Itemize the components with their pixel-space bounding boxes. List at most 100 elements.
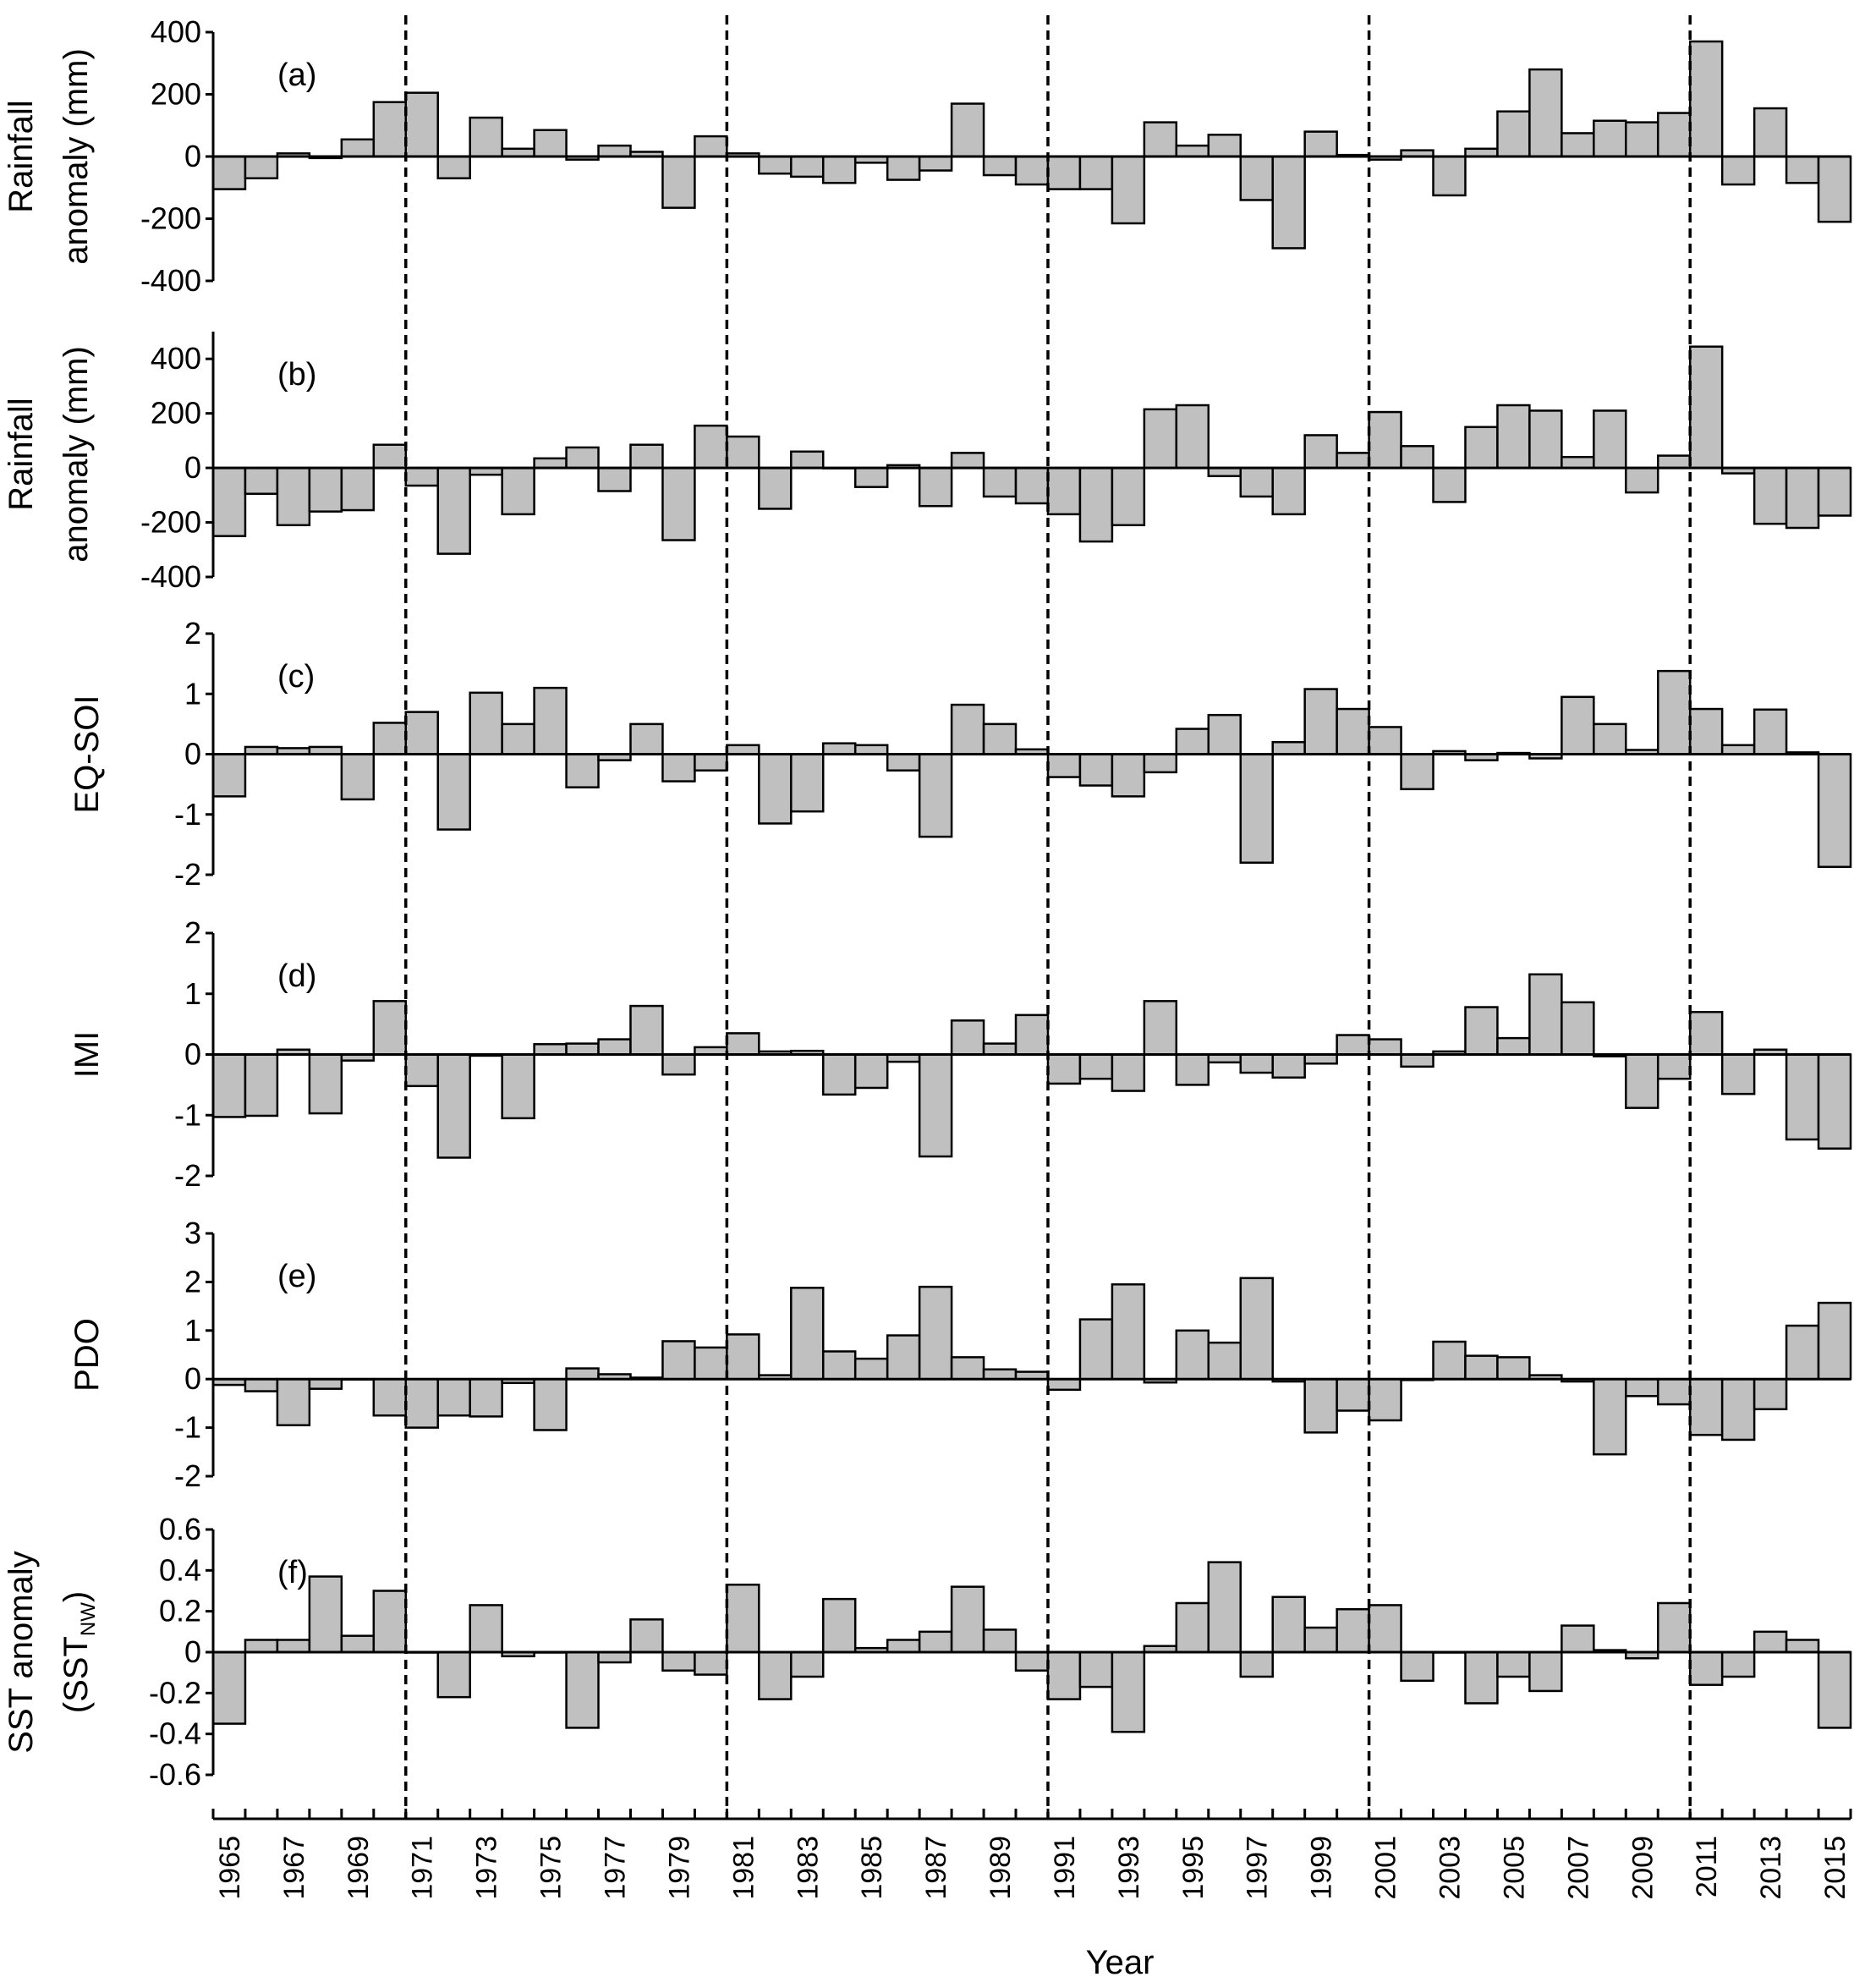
panel-label: (e) — [277, 1259, 316, 1294]
bar-1974 — [501, 722, 535, 755]
panel-label: (b) — [277, 357, 316, 393]
bar-1980 — [694, 424, 728, 470]
x-axis-title: Year — [1086, 1944, 1155, 1981]
bar-1999 — [1303, 130, 1338, 158]
x-tick-label-1971: 1971 — [407, 1836, 439, 1900]
bar-2012 — [1720, 1377, 1756, 1442]
bar-1985 — [853, 1053, 889, 1090]
bar-2011 — [1688, 1377, 1724, 1436]
x-tick-label-1975: 1975 — [535, 1836, 568, 1900]
bar-2014 — [1785, 466, 1820, 530]
bar-1990 — [1014, 466, 1050, 505]
bar-2006 — [1528, 409, 1563, 470]
bar-1991 — [1046, 155, 1082, 190]
bar-1991 — [1046, 1650, 1082, 1700]
bar-2012 — [1720, 1053, 1756, 1096]
bar-2012 — [1720, 744, 1756, 755]
bar-1974 — [501, 1053, 535, 1120]
bar-2008 — [1593, 409, 1627, 470]
bar-1992 — [1078, 466, 1114, 543]
y-tick-label: -2 — [174, 1158, 201, 1193]
y-tick-label: 2 — [184, 915, 201, 950]
bar-1984 — [822, 1053, 857, 1096]
y-tick-label: 1 — [184, 976, 201, 1011]
bar-1999 — [1303, 688, 1338, 755]
y-tick-label: 0 — [184, 1634, 201, 1669]
bar-1978 — [629, 443, 664, 470]
bar-1979 — [661, 1340, 696, 1381]
y-tick-label: 0.2 — [159, 1594, 201, 1628]
bar-1966 — [244, 1053, 279, 1118]
bar-1967 — [276, 1639, 311, 1654]
bar-1968 — [308, 1575, 343, 1654]
y-tick-label: 200 — [151, 77, 201, 112]
bar-1988 — [950, 703, 985, 755]
x-tick-label-2013: 2013 — [1755, 1836, 1787, 1900]
bar-1968 — [308, 1053, 343, 1115]
bar-2000 — [1336, 1377, 1370, 1412]
bar-1972 — [436, 1053, 471, 1159]
bar-1981 — [726, 435, 760, 470]
bar-1995 — [1175, 404, 1210, 470]
x-tick-label-1997: 1997 — [1242, 1836, 1274, 1900]
bar-1975 — [533, 1043, 568, 1056]
bar-1985 — [853, 1357, 889, 1381]
bar-2015 — [1817, 1650, 1852, 1729]
bar-1975 — [533, 686, 568, 755]
bar-1992 — [1078, 753, 1114, 787]
bar-2010 — [1656, 454, 1692, 470]
bar-2008 — [1593, 119, 1627, 158]
y-tick-label: 0 — [184, 737, 201, 772]
bar-1983 — [790, 450, 825, 470]
bar-1999 — [1303, 1377, 1338, 1434]
x-tick-label-2001: 2001 — [1370, 1836, 1402, 1900]
bar-1972 — [436, 1377, 471, 1417]
bar-1965 — [211, 1650, 247, 1725]
bar-1983 — [790, 1287, 825, 1381]
y-tick-label: 0 — [184, 1037, 201, 1072]
bar-1989 — [982, 466, 1018, 498]
bar-1980 — [694, 753, 728, 772]
y-axis-label: Rainfall — [3, 100, 40, 212]
bar-2004 — [1464, 1006, 1499, 1056]
bar-2015 — [1817, 1301, 1852, 1381]
x-tick-label-1979: 1979 — [663, 1836, 695, 1900]
y-axis-label: PDO — [69, 1318, 106, 1392]
bar-2000 — [1336, 1034, 1370, 1056]
bar-2014 — [1785, 1324, 1820, 1381]
bar-1999 — [1303, 1053, 1338, 1065]
bar-2013 — [1753, 1377, 1788, 1411]
y-tick-label: -0.4 — [149, 1716, 201, 1751]
bar-1981 — [726, 1333, 760, 1381]
bar-1976 — [565, 1042, 600, 1056]
y-tick-label: -0.2 — [149, 1675, 201, 1710]
bar-1970 — [372, 722, 408, 755]
bar-1998 — [1271, 466, 1306, 516]
x-tick-label-2009: 2009 — [1626, 1836, 1659, 1900]
bar-1987 — [918, 466, 953, 508]
bar-2014 — [1785, 1639, 1820, 1654]
bar-1976 — [565, 1367, 600, 1381]
bar-1995 — [1175, 1601, 1210, 1654]
y-tick-label: 200 — [151, 396, 201, 431]
bar-1966 — [244, 466, 279, 495]
bar-2013 — [1753, 1630, 1788, 1654]
decade-divider-lines — [404, 15, 1692, 1819]
bar-1984 — [822, 1350, 857, 1381]
bar-2012 — [1720, 1650, 1756, 1678]
bar-2009 — [1625, 1053, 1659, 1109]
bar-1995 — [1175, 1053, 1210, 1086]
y-tick-label: -2 — [174, 857, 201, 892]
bar-1972 — [436, 155, 471, 179]
y-tick-label: 1 — [184, 1313, 201, 1348]
bar-1975 — [533, 129, 568, 158]
bar-2015 — [1817, 753, 1852, 868]
panel-label: (c) — [277, 659, 315, 695]
bar-1985 — [853, 744, 889, 755]
bar-1992 — [1078, 1318, 1114, 1381]
bar-2005 — [1496, 1036, 1531, 1056]
bar-1978 — [629, 1004, 664, 1056]
bar-2010 — [1656, 1053, 1692, 1080]
bar-1966 — [244, 1639, 279, 1654]
bar-1978 — [629, 1618, 664, 1654]
